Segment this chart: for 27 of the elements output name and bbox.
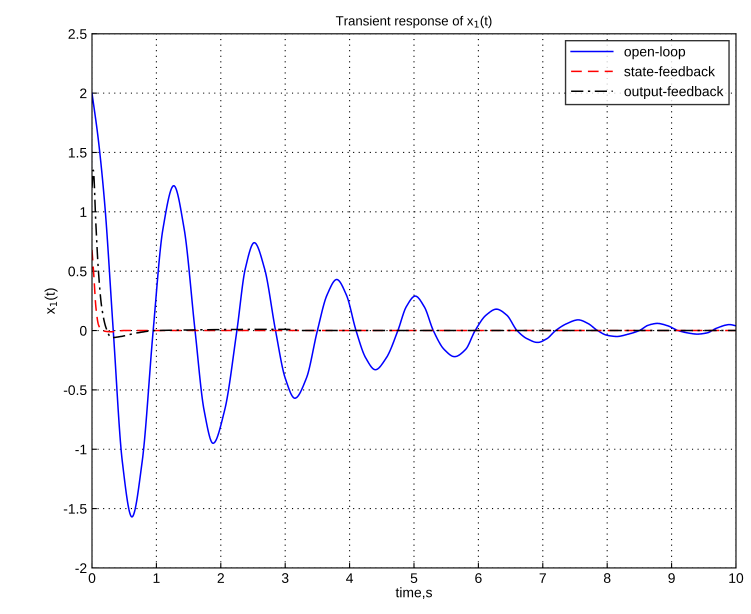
x-tick-label: 8 <box>604 573 610 584</box>
x-tick-label: 6 <box>475 573 482 584</box>
y-tick-label: -0.5 <box>64 385 87 396</box>
x-tick-label: 4 <box>346 573 354 583</box>
y-tick-label: 0 <box>80 326 87 336</box>
y-tick-label: 1.5 <box>68 148 87 158</box>
y-tick-label: 0.5 <box>68 266 87 276</box>
y-tick-label: -1 <box>75 444 86 454</box>
x-tick-label: 9 <box>668 573 675 584</box>
y-axis-title: x$_{1}$(t) <box>44 288 58 314</box>
x-axis-title: time,s <box>396 587 432 599</box>
legend-label: state-feedback <box>624 66 716 76</box>
y-tick-label: 1 <box>80 207 86 217</box>
x-tick-label: 1 <box>154 573 160 583</box>
y-tick-label: -1.5 <box>64 504 87 514</box>
x-tick-label: 2 <box>218 573 224 583</box>
x-tick-label: 10 <box>729 573 744 584</box>
legend-label: output-feedback <box>624 86 724 99</box>
x-tick-label: 3 <box>282 573 288 584</box>
y-tick-label: -2 <box>75 563 86 573</box>
y-tick-label: 2.5 <box>68 29 87 39</box>
x-tick-label: 0 <box>88 573 96 584</box>
chart-title: Transient response of x$_{1}$(t) <box>336 16 492 28</box>
legend-label: open-loop <box>624 46 686 60</box>
x-tick-label: 7 <box>540 573 546 583</box>
y-tick-label: 2 <box>80 88 86 98</box>
x-tick-label: 5 <box>410 573 418 584</box>
